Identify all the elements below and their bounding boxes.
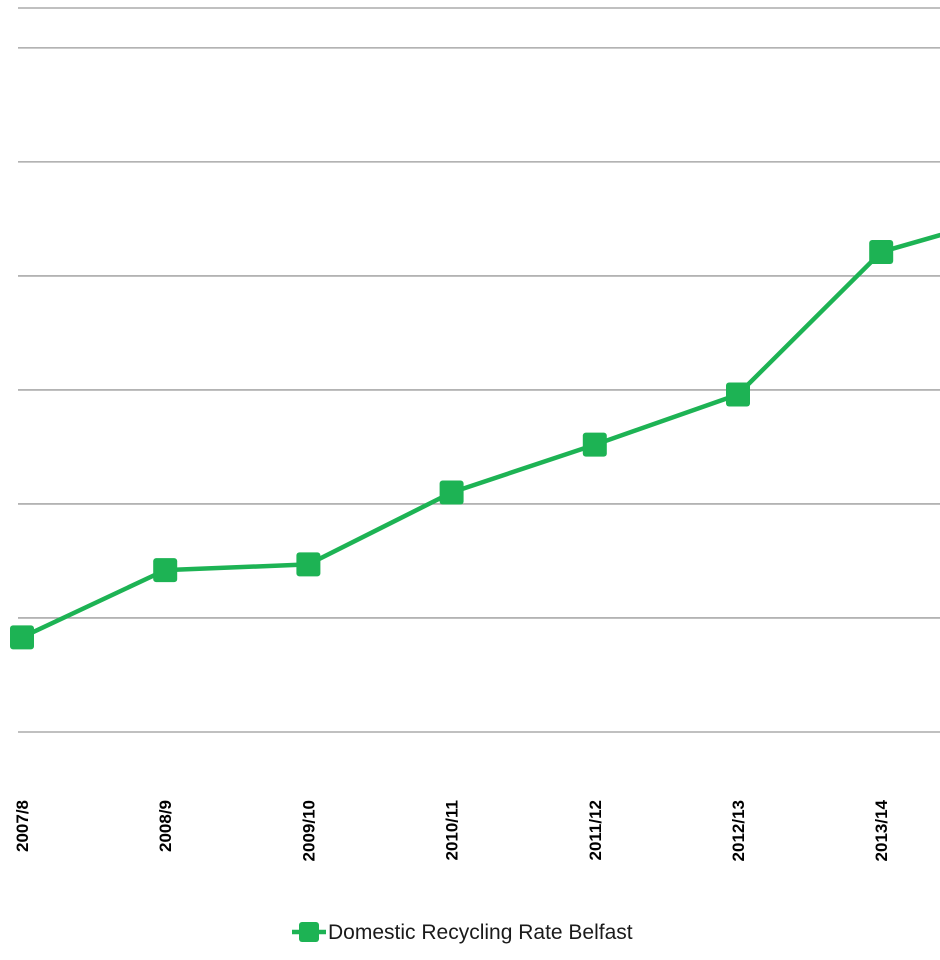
x-tick-label-6: 2013/14 — [872, 799, 891, 861]
legend-marker-swatch — [299, 922, 319, 942]
data-point-marker-0 — [10, 625, 34, 649]
data-point-marker-3 — [440, 481, 464, 505]
legend: Domestic Recycling Rate Belfast — [292, 921, 633, 944]
x-axis-tick-labels: 2007/8 2008/9 2009/10 2010/11 2011/12 2012/13… — [13, 799, 891, 861]
data-point-marker-5 — [726, 382, 750, 406]
gridlines — [18, 8, 940, 732]
data-markers — [10, 199, 940, 649]
data-point-marker-6 — [869, 240, 893, 264]
data-point-marker-2 — [296, 552, 320, 576]
data-point-marker-4 — [583, 433, 607, 457]
data-point-marker-1 — [153, 558, 177, 582]
x-tick-label-3: 2010/11 — [443, 800, 462, 861]
x-tick-label-4: 2011/12 — [586, 800, 605, 861]
x-tick-label-1: 2008/9 — [156, 800, 175, 852]
x-tick-label-5: 2012/13 — [729, 800, 748, 861]
x-tick-label-2: 2009/10 — [299, 800, 318, 861]
legend-label: Domestic Recycling Rate Belfast — [328, 921, 633, 944]
x-tick-label-0: 2007/8 — [13, 800, 32, 852]
